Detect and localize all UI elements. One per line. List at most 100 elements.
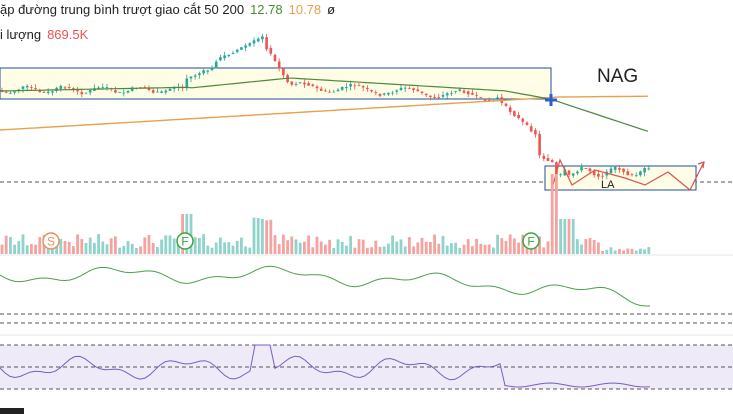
volume-bar — [580, 244, 583, 254]
candle-body — [492, 98, 495, 100]
candle-body — [328, 91, 331, 93]
candle-body — [160, 91, 163, 93]
volume-bar — [613, 250, 617, 254]
volume-bar — [235, 240, 239, 254]
candle-body — [462, 90, 466, 93]
volume-bar — [21, 234, 25, 254]
volume-bar — [336, 239, 340, 254]
candle-body — [130, 87, 134, 91]
candle-body — [345, 86, 348, 89]
candle-body — [198, 73, 201, 76]
volume-bar — [571, 219, 575, 254]
volume-bar — [555, 174, 558, 254]
candle-body — [84, 92, 88, 94]
candle-body — [395, 90, 399, 92]
volume-bar — [147, 234, 151, 254]
volume-bar — [374, 240, 378, 254]
candle-body — [164, 90, 168, 93]
volume-bar — [93, 242, 96, 254]
volume-bar — [475, 238, 478, 254]
ma200-line — [0, 95, 649, 131]
candle-body — [529, 126, 533, 132]
candle-body — [59, 86, 63, 89]
candle-body — [168, 88, 172, 91]
volume-bar — [340, 241, 344, 254]
volume-bar — [261, 218, 264, 254]
candle-body — [580, 167, 583, 171]
candle-body — [450, 92, 453, 94]
candle-body — [248, 43, 252, 46]
volume-bar — [454, 242, 457, 254]
svg-text:F: F — [181, 235, 188, 249]
candle-body — [4, 91, 8, 93]
volume-bar — [135, 247, 138, 254]
volume-bar — [559, 219, 562, 254]
volume-bar — [588, 238, 592, 254]
candle-body — [261, 36, 264, 40]
candle-body — [88, 90, 92, 93]
candle-body — [567, 170, 571, 175]
candle-body — [496, 97, 499, 99]
candle-body — [458, 89, 462, 91]
consolidation-box — [0, 67, 552, 100]
volume-bar — [550, 174, 554, 254]
candle-body — [588, 168, 592, 172]
volume-bar — [76, 234, 79, 254]
candle-body — [46, 91, 50, 93]
ma-legend-suffix: ø — [327, 2, 336, 17]
volume-bar — [466, 239, 470, 254]
volume-bar — [601, 250, 604, 254]
candle-body — [101, 86, 105, 88]
candles-layer — [0, 33, 651, 180]
volume-bar — [84, 242, 88, 254]
event-marker-f[interactable]: F — [522, 232, 540, 250]
volume-bar — [445, 245, 449, 254]
candle-body — [601, 175, 604, 177]
candle-body — [563, 169, 567, 176]
volume-bar — [382, 246, 386, 254]
volume-bar — [189, 214, 193, 254]
volume-bar — [504, 240, 508, 254]
event-marker-s[interactable]: S — [42, 232, 60, 250]
volume-bar — [513, 238, 516, 254]
candle-body — [105, 87, 109, 88]
ma200-value: 10.78 — [288, 2, 322, 17]
candle-body — [412, 88, 415, 91]
volume-bar — [563, 219, 567, 254]
candle-body — [76, 90, 79, 92]
volume-bar — [366, 247, 369, 254]
candle-body — [30, 87, 33, 88]
volume-bar — [269, 219, 273, 254]
volume-bar — [286, 240, 289, 254]
volume-bar — [227, 242, 231, 254]
svg-text:F: F — [527, 235, 534, 249]
volume-bar — [114, 236, 117, 254]
candle-body — [118, 91, 121, 93]
candle-body — [282, 68, 285, 76]
candle-body — [403, 87, 407, 89]
candle-body — [252, 40, 256, 44]
volume-bar — [240, 237, 243, 254]
volume-bar — [273, 235, 277, 254]
volume-bar — [4, 235, 8, 254]
volume-bar — [122, 245, 126, 254]
candle-body — [538, 133, 541, 156]
candle-body — [647, 168, 651, 170]
volume-bar — [265, 220, 268, 254]
volume-bar — [647, 247, 651, 254]
volume-bar — [643, 249, 646, 254]
candle-body — [576, 171, 579, 174]
volume-bar — [256, 218, 260, 254]
candle-body — [634, 175, 638, 177]
candle-body — [97, 87, 100, 89]
event-marker-f[interactable]: F — [176, 232, 194, 250]
volume-bar — [307, 235, 310, 254]
ma50-line — [0, 77, 649, 132]
volume-bar — [538, 236, 541, 254]
candle-body — [21, 86, 25, 89]
candle-body — [441, 95, 445, 97]
candle-body — [471, 92, 474, 95]
volume-bar — [202, 234, 205, 254]
ma-legend: ặp đường trung bình trượt giao cắt 50 20… — [0, 2, 335, 17]
volume-bar — [206, 245, 210, 254]
